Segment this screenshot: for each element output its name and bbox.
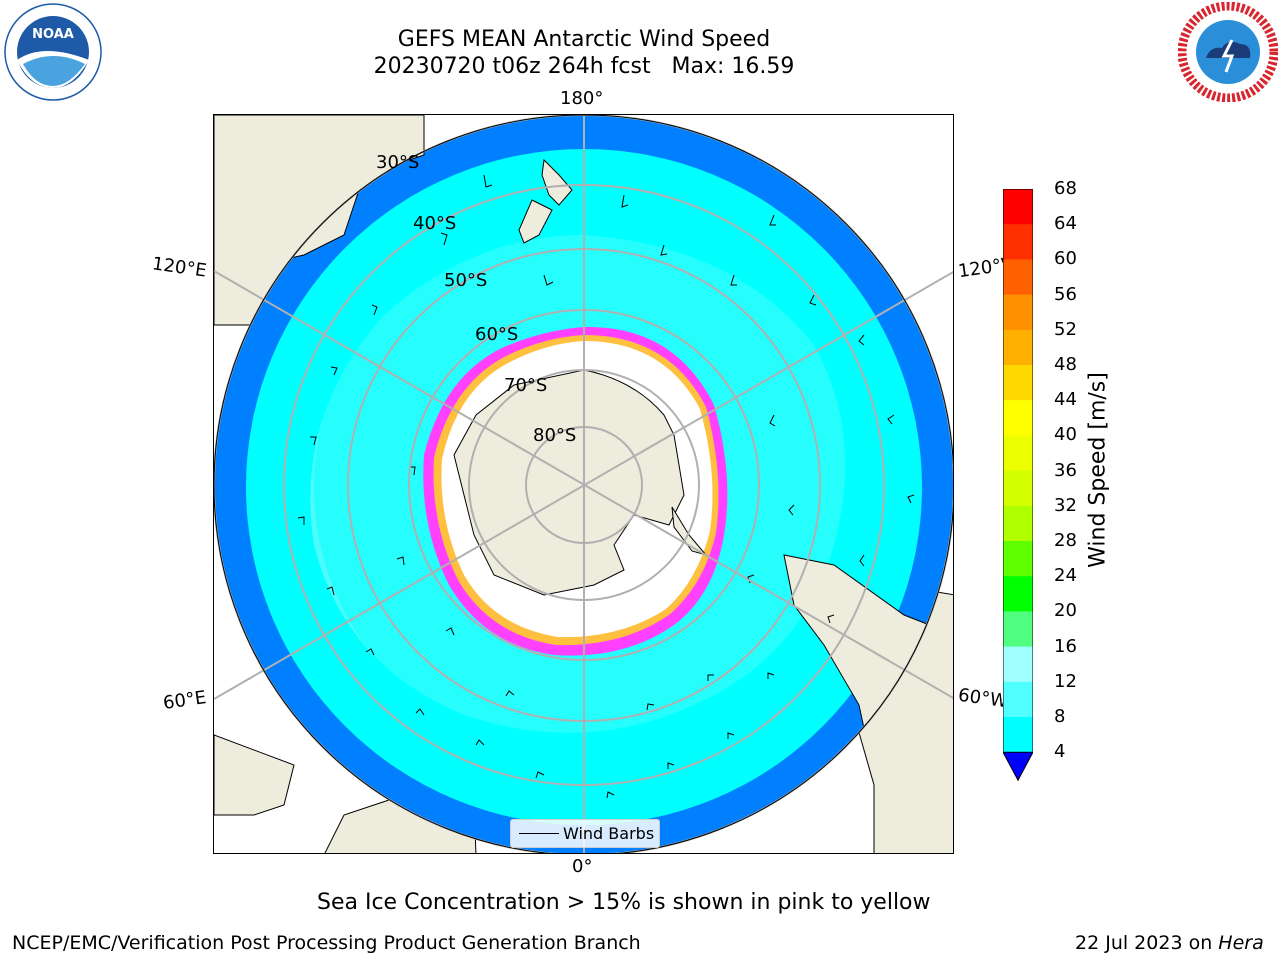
colorbar-bin [1003,365,1033,401]
colorbar-tick-label: 28 [1054,530,1077,551]
colorbar-bin [1003,435,1033,472]
colorbar-bin [1003,400,1033,436]
colorbar-tick-label: 8 [1054,706,1066,727]
lat-label-70s: 70°S [504,375,548,396]
map-legend: Wind Barbs [510,819,660,848]
colorbar-bin [1003,224,1033,260]
colorbar-bin [1003,329,1033,366]
map-title: GEFS MEAN Antarctic Wind Speed [397,27,771,52]
colorbar-title: Wind Speed [m/s] [1085,372,1111,568]
colorbar-tick-label: 68 [1054,178,1077,199]
lat-label-60s: 60°S [475,324,519,345]
colorbar-bin [1003,259,1033,296]
lon-label-60w: 60°W [956,684,1009,713]
noaa-logo: NOAA [3,2,103,106]
colorbar-bin [1003,541,1033,577]
colorbar-tick-label: 24 [1054,565,1077,587]
colorbar-swatches [1002,188,1034,782]
colorbar-tick-label: 60 [1054,248,1077,270]
colorbar-bin [1003,646,1033,683]
colorbar-bin [1003,470,1033,507]
colorbar-bin [1003,505,1033,542]
lon-label-120e: 120°E [150,253,208,282]
colorbar-tick-label: 56 [1054,283,1077,305]
colorbar-bin [1003,681,1033,718]
lon-label-180: 180° [560,88,604,109]
footer-machine: Hera [1218,932,1264,954]
colorbar-bin [1003,576,1033,612]
colorbar-bin [1003,189,1033,225]
footer-left: NCEP/EMC/Verification Post Processing Pr… [12,932,641,954]
antarctica [453,369,685,596]
colorbar-tick-label: 12 [1054,670,1077,692]
lon-label-60e: 60°E [161,687,208,714]
colorbar-extend [1002,751,1034,782]
map-canvas [214,115,953,853]
footer-date: 22 Jul 2023 on [1075,932,1219,954]
footer-right: 22 Jul 2023 on Hera [1075,932,1264,954]
legend-line [519,833,559,834]
nws-logo [1177,1,1279,106]
colorbar-tick-label: 36 [1054,459,1077,481]
colorbar-tick-label: 4 [1054,741,1066,763]
graticule [214,115,953,853]
colorbar-tick-label: 32 [1054,494,1077,516]
lat-label-30s: 30°S [376,152,420,173]
colorbar-tick-label: 40 [1054,424,1077,446]
colorbar-tick-label: 48 [1054,354,1077,375]
colorbar-tick-label: 20 [1054,600,1077,622]
lon-label-0: 0° [572,856,593,877]
colorbar-tick-label: 52 [1054,318,1077,340]
colorbar-tick-label: 64 [1054,213,1077,235]
colorbar-tick-label: 44 [1054,389,1077,411]
lat-label-50s: 50°S [444,270,488,291]
colorbar-tick-label: 16 [1054,635,1077,657]
legend-label: Wind Barbs [563,824,655,843]
svg-text:NOAA: NOAA [32,27,74,42]
lat-label-40s: 40°S [413,213,457,234]
colorbar [1002,188,1034,788]
lat-label-80s: 80°S [533,425,577,446]
colorbar-bin [1003,294,1033,331]
map-subtitle: 20230720 t06z 264h fcst Max: 16.59 [373,54,795,79]
wind-barbs [297,174,915,799]
polar-map: Wind Barbs [213,114,954,854]
colorbar-bin [1003,611,1033,648]
caption: Sea Ice Concentration > 15% is shown in … [317,890,931,915]
colorbar-bin [1003,717,1033,753]
